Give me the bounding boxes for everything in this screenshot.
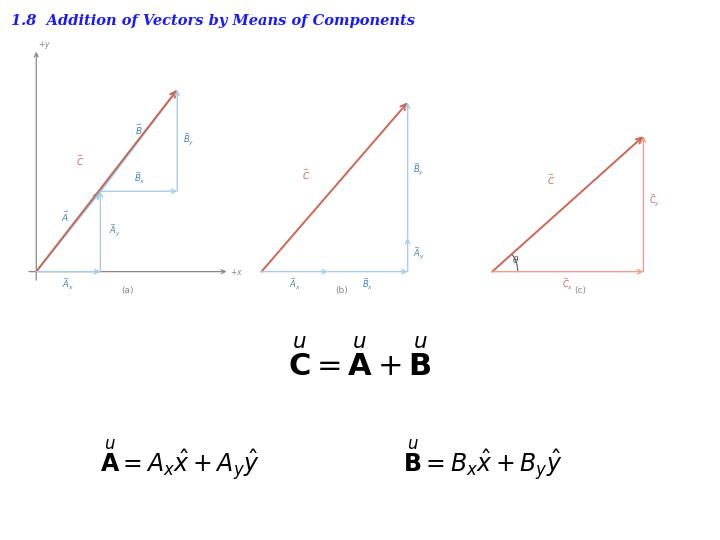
Text: (b): (b) xyxy=(335,286,348,295)
Text: $\vec{B}_x$: $\vec{B}_x$ xyxy=(134,171,145,186)
Text: $\vec{B}$: $\vec{B}$ xyxy=(135,123,143,137)
Text: $\overset{u}{\mathbf{C}} = \overset{u}{\mathbf{A}}+\overset{u}{\mathbf{B}}$: $\overset{u}{\mathbf{C}} = \overset{u}{\… xyxy=(288,339,432,383)
Text: (a): (a) xyxy=(122,286,134,295)
Text: $\vec{A}_x$: $\vec{A}_x$ xyxy=(63,276,74,292)
Text: $\overset{u}{\mathbf{A}} = A_x\hat{x} + A_y\hat{y}$: $\overset{u}{\mathbf{A}} = A_x\hat{x} + … xyxy=(100,438,260,483)
Text: $\vec{C}$: $\vec{C}$ xyxy=(76,154,84,168)
Text: $\overset{u}{\mathbf{B}} = B_x\hat{x} + B_y\hat{y}$: $\overset{u}{\mathbf{B}} = B_x\hat{x} + … xyxy=(402,438,562,483)
Text: $\vec{C}_y$: $\vec{C}_y$ xyxy=(649,192,661,208)
Text: $\vec{C}$: $\vec{C}$ xyxy=(546,173,555,187)
Text: $\vec{A}_x$: $\vec{A}_x$ xyxy=(289,276,301,292)
Text: $\vec{A}_y$: $\vec{A}_y$ xyxy=(413,245,426,261)
Text: $\theta$: $\theta$ xyxy=(512,254,519,265)
Text: (c): (c) xyxy=(575,286,587,295)
Text: $\vec{A}$: $\vec{A}$ xyxy=(60,210,68,224)
Text: 1.8  Addition of Vectors by Means of Components: 1.8 Addition of Vectors by Means of Comp… xyxy=(11,14,415,28)
Text: $\vec{A}_y$: $\vec{A}_y$ xyxy=(109,221,121,238)
Text: $+y$: $+y$ xyxy=(38,39,51,51)
Text: $\vec{B}_y$: $\vec{B}_y$ xyxy=(413,161,425,177)
Text: $\vec{B}_x$: $\vec{B}_x$ xyxy=(362,276,374,292)
Text: $\vec{C}_x$: $\vec{C}_x$ xyxy=(562,276,574,292)
Text: $\vec{B}_y$: $\vec{B}_y$ xyxy=(183,131,194,147)
Text: $\vec{C}$: $\vec{C}$ xyxy=(302,168,310,183)
Text: $+x$: $+x$ xyxy=(230,267,243,276)
